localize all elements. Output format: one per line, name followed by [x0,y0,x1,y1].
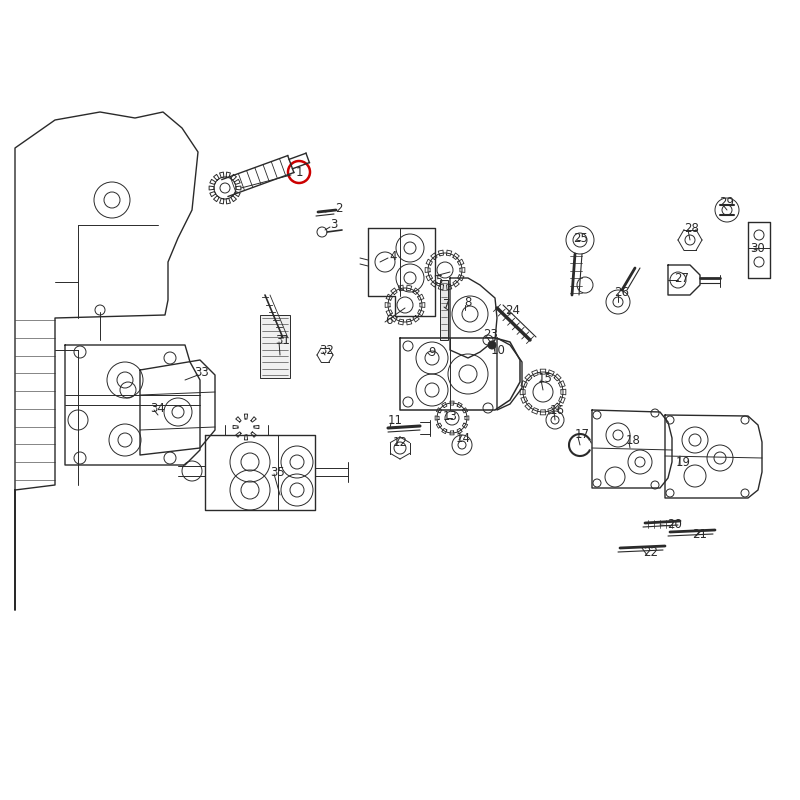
Text: 6: 6 [386,314,393,326]
Text: 14: 14 [455,431,470,445]
Text: 23: 23 [483,329,498,342]
Text: 12: 12 [393,437,407,450]
Text: 16: 16 [550,403,565,417]
Text: 20: 20 [667,518,682,530]
Text: 30: 30 [750,242,766,254]
Text: 8: 8 [464,295,472,309]
Text: 24: 24 [506,303,521,317]
Text: 3: 3 [330,218,338,231]
Text: 32: 32 [319,343,334,357]
Text: 19: 19 [675,457,690,470]
Text: 31: 31 [275,334,290,346]
Text: 25: 25 [574,231,589,245]
Text: 35: 35 [270,466,286,478]
Text: 2: 2 [335,202,342,214]
Text: 11: 11 [387,414,402,426]
Circle shape [488,341,496,349]
Text: 22: 22 [643,546,658,559]
Text: 1: 1 [295,166,302,178]
Text: 26: 26 [614,286,630,298]
Text: 33: 33 [194,366,210,379]
Text: 15: 15 [538,371,553,385]
Text: 7: 7 [443,298,450,311]
Polygon shape [260,315,290,378]
Text: 9: 9 [428,346,436,359]
Text: 29: 29 [719,197,734,210]
Text: 21: 21 [693,527,707,541]
Text: 5: 5 [435,274,442,287]
Text: 28: 28 [685,222,699,234]
Text: 13: 13 [442,410,458,422]
Text: 10: 10 [490,343,506,357]
Text: 17: 17 [574,429,590,442]
Text: 4: 4 [390,250,397,262]
Text: 18: 18 [626,434,641,446]
Text: 34: 34 [150,402,166,414]
Polygon shape [440,280,448,340]
Text: 27: 27 [674,271,690,285]
